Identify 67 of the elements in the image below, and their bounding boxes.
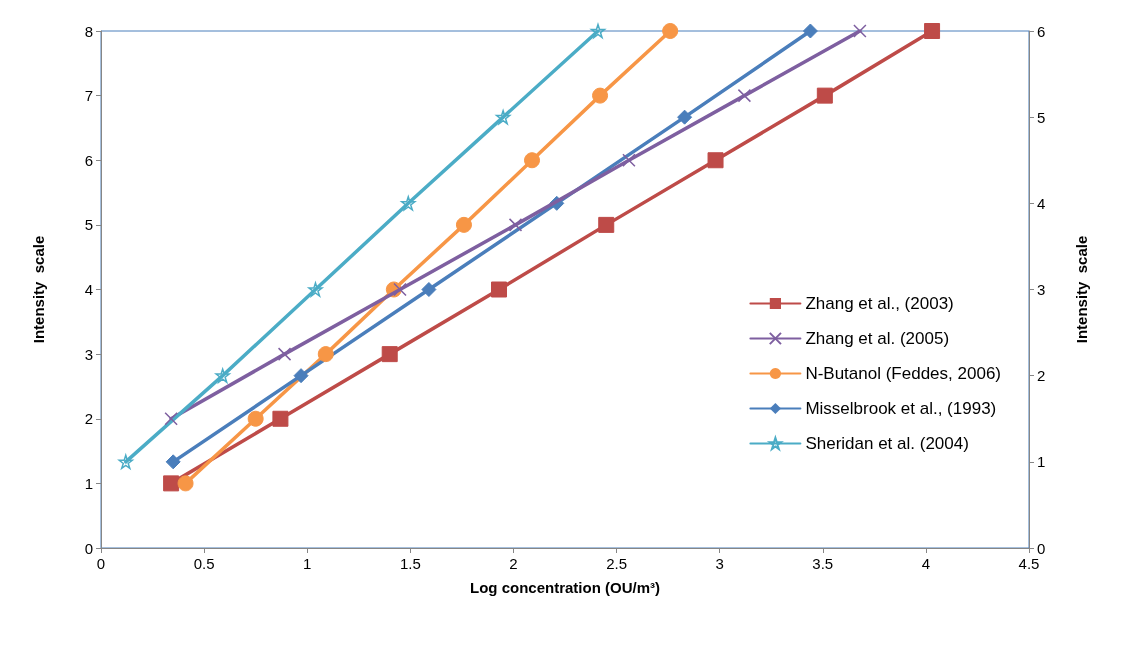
legend-label: Sheridan et al. (2004) bbox=[805, 434, 969, 453]
point bbox=[277, 347, 292, 361]
point bbox=[677, 109, 693, 125]
y-tick-label: 6 bbox=[84, 151, 93, 169]
x-tick-label: 3.5 bbox=[812, 555, 834, 572]
y-tick-label: 1 bbox=[84, 474, 93, 492]
point bbox=[590, 23, 606, 39]
point bbox=[802, 23, 818, 39]
x-axis-title: Log concentration (OU/m³) bbox=[470, 579, 660, 596]
point bbox=[317, 346, 334, 363]
point bbox=[924, 23, 941, 39]
point bbox=[401, 196, 416, 211]
y2-tick-label: 0 bbox=[1037, 539, 1046, 557]
x-tick-label: 1 bbox=[303, 555, 312, 572]
point bbox=[508, 218, 523, 232]
y-tick-label: 2 bbox=[84, 410, 93, 428]
point bbox=[393, 282, 407, 297]
point bbox=[707, 152, 724, 169]
y2-tick-label: 1 bbox=[1037, 453, 1046, 471]
x-tick-label: 2.5 bbox=[606, 555, 627, 572]
point bbox=[381, 346, 398, 363]
point bbox=[598, 216, 615, 233]
point bbox=[308, 282, 323, 297]
y2-axis-title: Intensity scale bbox=[1073, 235, 1090, 344]
point bbox=[737, 88, 752, 103]
y-tick-label: 4 bbox=[84, 281, 93, 298]
point bbox=[165, 454, 181, 470]
y-tick-label: 0 bbox=[84, 539, 93, 557]
point bbox=[495, 109, 511, 125]
y-tick-label: 5 bbox=[84, 216, 93, 234]
y2-tick-label: 2 bbox=[1037, 367, 1046, 385]
point bbox=[272, 410, 289, 427]
point bbox=[816, 87, 833, 104]
point bbox=[293, 368, 309, 384]
y2-tick-label: 4 bbox=[1037, 194, 1046, 212]
y-tick-label: 3 bbox=[84, 345, 93, 363]
x-tick-label: 3 bbox=[715, 555, 724, 572]
point bbox=[662, 23, 679, 39]
point bbox=[421, 282, 437, 297]
point bbox=[215, 368, 230, 383]
y2-tick-label: 3 bbox=[1037, 281, 1046, 298]
x-tick-label: 4 bbox=[921, 555, 931, 572]
point bbox=[177, 475, 194, 492]
point bbox=[491, 281, 508, 298]
x-tick-label: 4.5 bbox=[1018, 555, 1040, 572]
x-tick-label: 0.5 bbox=[193, 555, 215, 572]
point bbox=[164, 412, 178, 426]
x-tick-label: 2 bbox=[509, 555, 518, 572]
legend-label: Zhang et al. (2005) bbox=[805, 329, 950, 348]
y-tick-label: 8 bbox=[84, 22, 93, 40]
legend-label: N-Butanol (Feddes, 2006) bbox=[805, 364, 1001, 383]
point bbox=[118, 454, 133, 470]
point bbox=[163, 475, 180, 492]
y-tick-label: 7 bbox=[84, 87, 93, 105]
point bbox=[247, 410, 264, 427]
point bbox=[455, 216, 472, 233]
y2-tick-label: 6 bbox=[1037, 22, 1046, 40]
legend-label: Zhang et al., (2003) bbox=[805, 294, 954, 313]
point bbox=[592, 87, 609, 104]
legend-label: Misselbrook et al., (1993) bbox=[805, 399, 997, 418]
point bbox=[853, 24, 867, 38]
y-axis-title: Intensity scale bbox=[30, 235, 47, 344]
x-tick-label: 1.5 bbox=[399, 555, 421, 572]
y2-tick-label: 5 bbox=[1037, 108, 1046, 126]
x-tick-label: 0 bbox=[96, 555, 106, 572]
point bbox=[622, 153, 636, 167]
point bbox=[524, 152, 540, 169]
